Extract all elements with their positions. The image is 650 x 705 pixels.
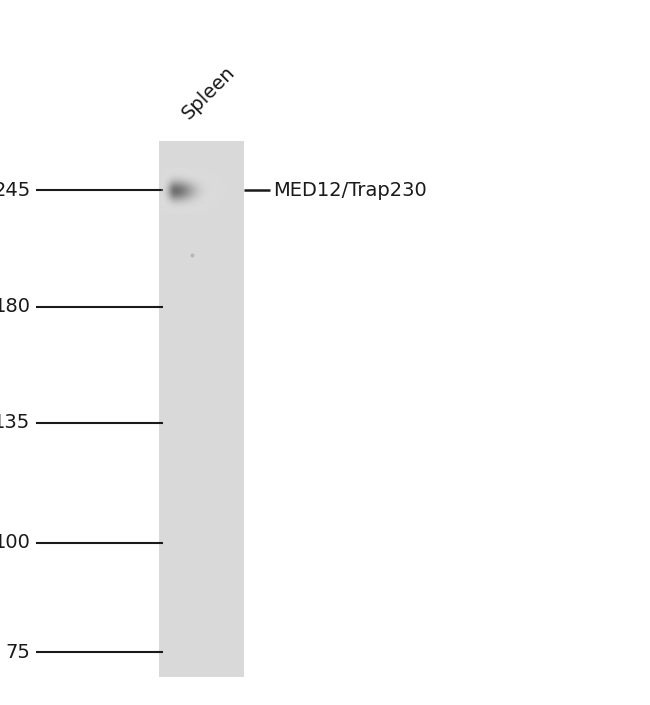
Text: 100: 100 xyxy=(0,534,31,552)
Text: 245: 245 xyxy=(0,181,31,200)
Bar xyxy=(159,141,244,677)
Text: Spleen: Spleen xyxy=(178,63,239,123)
Text: 180: 180 xyxy=(0,298,31,316)
Text: MED12/Trap230: MED12/Trap230 xyxy=(273,181,427,200)
Text: 135: 135 xyxy=(0,414,31,432)
Text: 75: 75 xyxy=(6,643,31,661)
